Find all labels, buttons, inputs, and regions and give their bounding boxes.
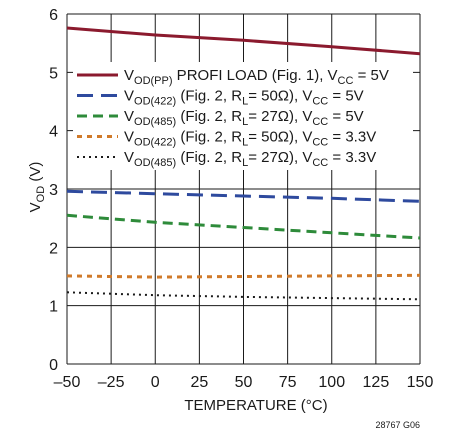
x-tick-label: 25 [190,374,208,391]
legend-entry-3: VOD(485) (Fig. 2, RL= 27Ω), VCC = 5V [124,108,364,128]
y-axis-label-main: V [27,202,44,212]
y-tick-label: 5 [49,65,58,82]
x-tick-label: 125 [363,374,390,391]
series-line-3 [66,213,421,240]
series-line-4 [66,273,421,279]
y-axis-label: VOD (V) [27,162,47,213]
x-tick-label: 150 [407,374,434,391]
x-tick-label: –50 [54,374,81,391]
legend-entry-4: VOD(422) (Fig. 2, RL= 50Ω), VCC = 3.3V [124,129,376,149]
x-tick-label: 0 [151,374,160,391]
series-line-1 [66,26,421,56]
y-tick-label: 0 [49,357,58,374]
series-line-2 [66,189,421,203]
legend-entry-1: VOD(PP) PROFI LOAD (Fig. 1), VCC = 5V [124,67,389,87]
x-axis-label: TEMPERATURE (°C) [184,397,327,414]
y-axis-label-sub: OD [35,186,47,203]
y-tick-label: 3 [49,182,58,199]
legend-entry-5: VOD(485) (Fig. 2, RL= 27Ω), VCC = 3.3V [124,149,376,169]
y-tick-label: 1 [49,299,58,316]
series-line-5 [66,291,421,301]
x-tick-label: 50 [235,374,253,391]
x-tick-label: –25 [98,374,125,391]
y-tick-label: 4 [49,124,58,141]
y-axis-label-unit: (V) [27,162,44,186]
figure-id: 28767 G06 [375,420,420,430]
series-lines [66,26,421,301]
tick-labels: –50 –25 0 25 50 75 100 125 150 0 1 2 3 4 5 6 [49,7,433,391]
legend-entry-2: VOD(422) (Fig. 2, RL= 50Ω), VCC = 5V [124,88,364,108]
legend-background [73,62,413,170]
y-tick-label: 2 [49,240,58,257]
x-tick-label: 100 [318,374,345,391]
y-tick-label: 6 [49,7,58,24]
x-tick-label: 75 [279,374,297,391]
legend: VOD(PP) PROFI LOAD (Fig. 1), VCC = 5VVOD… [73,62,413,170]
